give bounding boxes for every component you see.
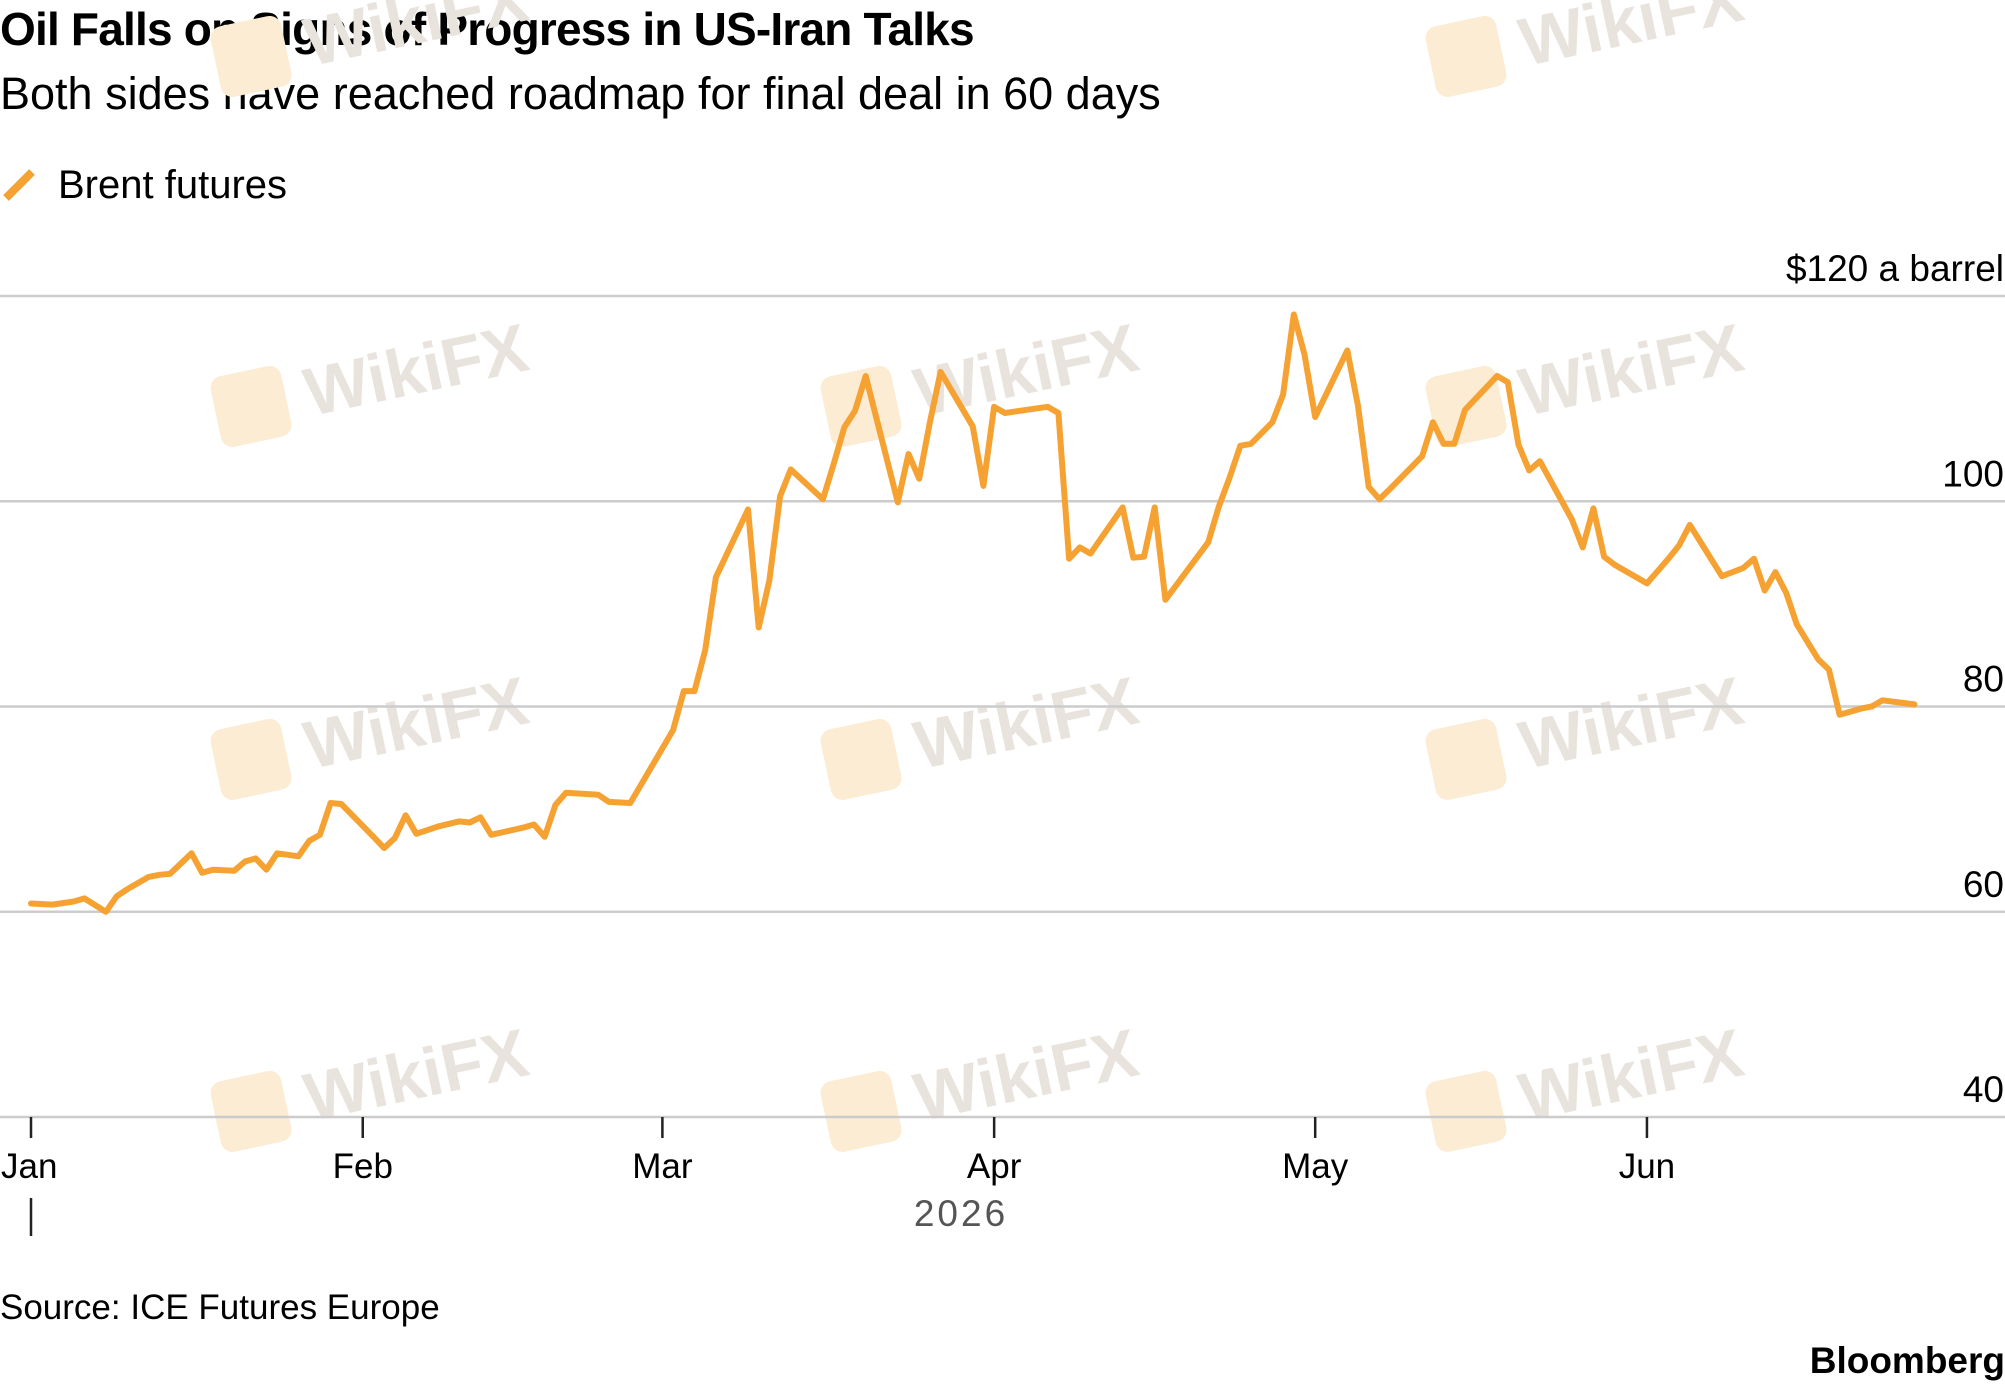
x-year-label: 2026 — [914, 1193, 1008, 1234]
watermark-logo-icon — [820, 1070, 902, 1152]
y-tick-label: 60 — [1963, 864, 2004, 905]
watermark-text: WikiFX — [298, 0, 535, 81]
watermark-layer: WikiFX WikiFX WikiFX WikiFX WikiFX WikiFX Wiki… — [210, 0, 1750, 1152]
watermark-logo-icon — [210, 15, 292, 97]
watermark-logo-icon — [820, 718, 902, 800]
watermark-text: WikiFX — [298, 663, 535, 784]
watermark-text: WikiFX — [1513, 663, 1750, 784]
watermark-logo-icon — [1425, 1070, 1507, 1152]
x-tick-label: Mar — [632, 1147, 693, 1186]
watermark-logo-icon — [1425, 718, 1507, 800]
watermark: WikiFX — [820, 1015, 1145, 1152]
watermark-logo-icon — [210, 1070, 292, 1152]
y-axis: 40 60 80 100 $120 a barrel — [1786, 248, 2004, 1110]
y-tick-label: 40 — [1963, 1069, 2004, 1110]
watermark: WikiFX — [1425, 0, 1750, 97]
series-line-brent-futures — [28, 311, 1918, 915]
x-tick-label: Jun — [1619, 1147, 1675, 1186]
watermark-logo-icon — [820, 365, 902, 447]
legend-line-icon — [3, 169, 35, 201]
chart-subtitle: Both sides have reached roadmap for fina… — [0, 68, 1161, 119]
watermark-logo-icon — [1425, 15, 1507, 97]
watermark: WikiFX — [1425, 663, 1750, 800]
legend-label: Brent futures — [58, 162, 288, 207]
watermark: WikiFX — [210, 0, 535, 97]
chart-title: Oil Falls on Signs of Progress in US-Ira… — [0, 3, 975, 55]
x-tick-label: Jan — [1, 1147, 57, 1186]
watermark: WikiFX — [820, 663, 1145, 800]
watermark-text: WikiFX — [298, 310, 535, 431]
x-axis: Jan Feb Mar Apr May Jun 2026 — [1, 1117, 1675, 1236]
watermark-logo-icon — [210, 365, 292, 447]
legend-swatch-stroke — [3, 169, 35, 201]
x-tick-label: Apr — [967, 1147, 1022, 1186]
bloomberg-logo: Bloomberg — [1809, 1340, 2005, 1381]
watermark: WikiFX — [1425, 310, 1750, 447]
watermark-text: WikiFX — [1513, 0, 1750, 81]
watermark: WikiFX — [210, 1015, 535, 1152]
x-tick-label: May — [1282, 1147, 1349, 1186]
watermark-logo-icon — [210, 718, 292, 800]
source-note: Source: ICE Futures Europe — [0, 1288, 440, 1327]
y-tick-label: 100 — [1942, 453, 2004, 494]
watermark: WikiFX — [1425, 1015, 1750, 1152]
y-tick-label: 80 — [1963, 659, 2004, 700]
watermark: WikiFX — [210, 663, 535, 800]
legend: Brent futures — [0, 160, 287, 210]
watermark-text: WikiFX — [1513, 310, 1750, 431]
series-layer — [28, 311, 1918, 915]
x-tick-label: Feb — [333, 1147, 393, 1186]
gridlines — [0, 294, 2005, 1119]
watermark-text: WikiFX — [908, 663, 1145, 784]
y-tick-label: $120 a barrel — [1786, 248, 2004, 289]
watermark: WikiFX — [210, 310, 535, 447]
